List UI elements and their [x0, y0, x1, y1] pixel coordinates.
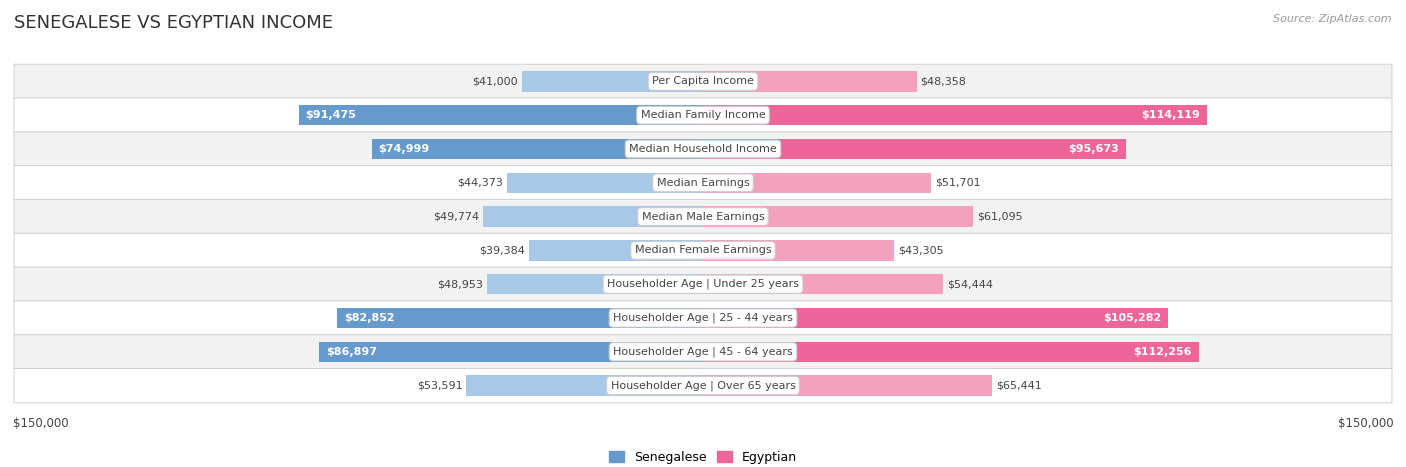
Bar	[703, 342, 1199, 362]
Legend: Senegalese, Egyptian: Senegalese, Egyptian	[605, 446, 801, 467]
Text: $54,444: $54,444	[948, 279, 994, 289]
Text: SENEGALESE VS EGYPTIAN INCOME: SENEGALESE VS EGYPTIAN INCOME	[14, 14, 333, 32]
Bar	[508, 173, 703, 193]
FancyBboxPatch shape	[14, 267, 1392, 301]
FancyBboxPatch shape	[14, 64, 1392, 99]
Text: $114,119: $114,119	[1142, 110, 1201, 120]
Bar	[467, 375, 703, 396]
Text: Median Male Earnings: Median Male Earnings	[641, 212, 765, 222]
Text: Source: ZipAtlas.com: Source: ZipAtlas.com	[1274, 14, 1392, 24]
Text: $105,282: $105,282	[1104, 313, 1161, 323]
Bar	[337, 308, 703, 328]
Text: $48,358: $48,358	[921, 77, 966, 86]
FancyBboxPatch shape	[14, 233, 1392, 268]
Text: $95,673: $95,673	[1069, 144, 1119, 154]
FancyBboxPatch shape	[14, 132, 1392, 166]
Text: $51,701: $51,701	[935, 178, 981, 188]
Text: Median Earnings: Median Earnings	[657, 178, 749, 188]
Text: Per Capita Income: Per Capita Income	[652, 77, 754, 86]
Text: $65,441: $65,441	[995, 381, 1042, 390]
Text: Median Female Earnings: Median Female Earnings	[634, 245, 772, 255]
Bar	[703, 71, 917, 92]
Text: Median Household Income: Median Household Income	[628, 144, 778, 154]
Bar	[522, 71, 703, 92]
Bar	[703, 105, 1206, 125]
Text: $112,256: $112,256	[1133, 347, 1192, 357]
FancyBboxPatch shape	[14, 98, 1392, 132]
Bar	[319, 342, 703, 362]
Bar	[371, 139, 703, 159]
Text: $41,000: $41,000	[472, 77, 517, 86]
Text: $48,953: $48,953	[437, 279, 482, 289]
Text: $86,897: $86,897	[326, 347, 377, 357]
Text: Median Family Income: Median Family Income	[641, 110, 765, 120]
Text: Householder Age | 45 - 64 years: Householder Age | 45 - 64 years	[613, 347, 793, 357]
Bar	[703, 173, 931, 193]
Bar	[703, 206, 973, 227]
Text: $39,384: $39,384	[479, 245, 524, 255]
Text: $44,373: $44,373	[457, 178, 503, 188]
Text: Householder Age | Under 25 years: Householder Age | Under 25 years	[607, 279, 799, 290]
Bar	[529, 240, 703, 261]
Text: $82,852: $82,852	[343, 313, 394, 323]
Text: $91,475: $91,475	[305, 110, 357, 120]
FancyBboxPatch shape	[14, 368, 1392, 403]
Bar	[486, 274, 703, 294]
Text: $43,305: $43,305	[898, 245, 943, 255]
FancyBboxPatch shape	[14, 301, 1392, 335]
Bar	[703, 274, 943, 294]
Bar	[299, 105, 703, 125]
Text: $61,095: $61,095	[977, 212, 1022, 222]
Text: $49,774: $49,774	[433, 212, 479, 222]
Bar	[484, 206, 703, 227]
Text: $74,999: $74,999	[378, 144, 430, 154]
Bar	[703, 375, 993, 396]
Bar	[703, 308, 1168, 328]
Text: $53,591: $53,591	[416, 381, 463, 390]
FancyBboxPatch shape	[14, 335, 1392, 369]
Bar	[703, 139, 1126, 159]
Text: Householder Age | Over 65 years: Householder Age | Over 65 years	[610, 380, 796, 391]
FancyBboxPatch shape	[14, 166, 1392, 200]
Text: Householder Age | 25 - 44 years: Householder Age | 25 - 44 years	[613, 313, 793, 323]
FancyBboxPatch shape	[14, 199, 1392, 234]
Bar	[703, 240, 894, 261]
